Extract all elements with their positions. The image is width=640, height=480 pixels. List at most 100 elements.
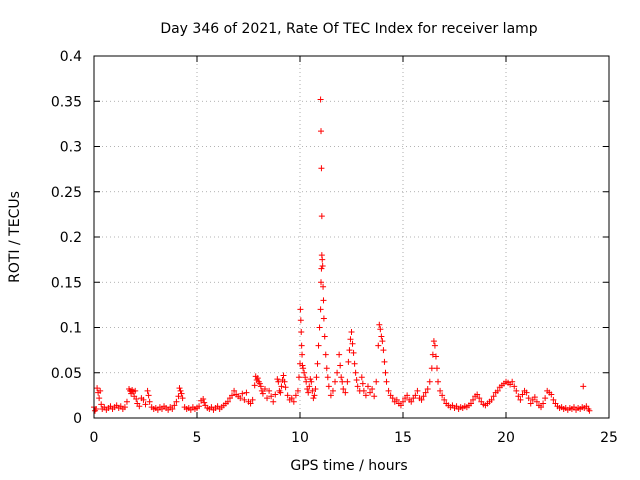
data-point bbox=[385, 387, 392, 394]
data-point bbox=[258, 387, 265, 394]
data-point bbox=[272, 391, 279, 398]
data-point bbox=[294, 387, 301, 394]
data-point bbox=[303, 378, 310, 385]
data-point bbox=[282, 384, 289, 391]
data-point bbox=[340, 386, 347, 393]
data-point bbox=[237, 395, 244, 402]
data-point bbox=[586, 407, 593, 414]
data-point bbox=[173, 398, 180, 405]
data-point bbox=[433, 365, 440, 372]
data-point bbox=[259, 390, 266, 397]
y-tick-label: 0 bbox=[73, 411, 82, 427]
data-point bbox=[339, 378, 346, 385]
data-point bbox=[523, 389, 530, 396]
data-point bbox=[320, 283, 327, 290]
y-tick-label: 0.1 bbox=[60, 321, 82, 337]
data-point bbox=[315, 342, 322, 349]
data-point bbox=[239, 390, 246, 397]
data-point bbox=[305, 389, 312, 396]
x-tick-label: 25 bbox=[600, 430, 618, 446]
data-point bbox=[313, 374, 320, 381]
data-point bbox=[426, 378, 433, 385]
data-point bbox=[308, 378, 315, 385]
data-points bbox=[91, 96, 593, 414]
y-tick-label: 0.2 bbox=[60, 230, 82, 246]
data-point bbox=[324, 374, 331, 381]
data-point bbox=[169, 405, 176, 412]
data-point bbox=[132, 387, 139, 394]
data-point bbox=[332, 378, 339, 385]
data-point bbox=[319, 256, 326, 263]
data-point bbox=[97, 387, 104, 394]
data-point bbox=[531, 394, 538, 401]
data-point bbox=[98, 401, 105, 408]
data-point bbox=[358, 374, 365, 381]
data-point bbox=[533, 398, 540, 405]
data-point bbox=[96, 395, 103, 402]
data-point bbox=[301, 369, 308, 376]
data-point bbox=[351, 360, 358, 367]
y-tick-label: 0.05 bbox=[51, 366, 82, 382]
data-point bbox=[320, 297, 327, 304]
data-point bbox=[364, 383, 371, 390]
data-point bbox=[338, 374, 345, 381]
data-point bbox=[254, 375, 261, 382]
data-point bbox=[323, 365, 330, 372]
data-point bbox=[429, 351, 436, 358]
data-point bbox=[380, 347, 387, 354]
grid-lines bbox=[94, 56, 609, 418]
data-point bbox=[310, 395, 317, 402]
data-point bbox=[316, 324, 323, 331]
data-point bbox=[336, 351, 343, 358]
data-point bbox=[517, 396, 524, 403]
data-point bbox=[171, 402, 178, 409]
data-point bbox=[178, 390, 185, 397]
data-point bbox=[146, 398, 153, 405]
data-point bbox=[302, 374, 309, 381]
data-point bbox=[257, 383, 264, 390]
data-point bbox=[435, 378, 442, 385]
y-axis-label: ROTI / TECUs bbox=[7, 191, 23, 283]
data-point bbox=[121, 404, 128, 411]
y-tick-label: 0.35 bbox=[51, 94, 82, 110]
data-point bbox=[300, 365, 307, 372]
data-point bbox=[397, 402, 404, 409]
data-point bbox=[249, 396, 256, 403]
data-point bbox=[281, 378, 288, 385]
data-point bbox=[362, 392, 369, 399]
data-point bbox=[317, 306, 324, 313]
data-point bbox=[490, 393, 497, 400]
data-point bbox=[201, 399, 208, 406]
y-tick-label: 0.25 bbox=[51, 185, 82, 201]
data-point bbox=[321, 333, 328, 340]
data-point bbox=[527, 400, 534, 407]
plot-frame bbox=[93, 55, 610, 419]
data-point bbox=[278, 383, 285, 390]
data-point bbox=[400, 398, 406, 405]
data-point bbox=[542, 395, 549, 402]
data-point bbox=[224, 398, 231, 405]
data-point bbox=[418, 396, 425, 403]
data-point bbox=[299, 351, 306, 358]
data-point bbox=[264, 395, 271, 402]
data-point bbox=[319, 262, 326, 269]
data-point bbox=[292, 392, 299, 399]
data-point bbox=[251, 382, 258, 389]
data-point bbox=[136, 403, 143, 410]
data-point bbox=[274, 376, 281, 383]
data-point bbox=[414, 387, 421, 394]
data-point bbox=[383, 378, 390, 385]
data-point bbox=[290, 398, 297, 405]
data-point bbox=[256, 380, 263, 387]
data-point bbox=[408, 398, 415, 405]
data-point bbox=[439, 392, 446, 399]
data-point bbox=[277, 389, 284, 396]
x-tick-label: 5 bbox=[193, 430, 202, 446]
data-point bbox=[334, 369, 341, 376]
data-point bbox=[325, 383, 332, 390]
y-tick-label: 0.15 bbox=[51, 275, 82, 291]
data-point bbox=[580, 383, 587, 390]
data-point bbox=[360, 387, 367, 394]
data-point bbox=[229, 392, 236, 399]
